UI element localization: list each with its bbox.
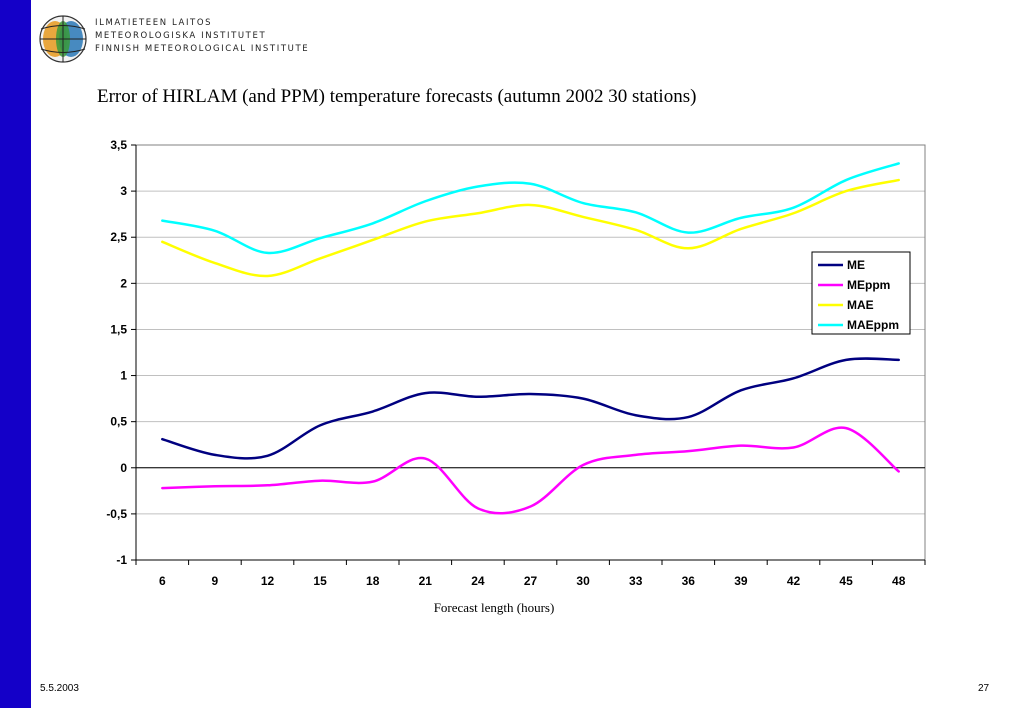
axes: 3,5 3 2,5 2 1,5 1 0,5 0 -0,5 -1 6 9 12 15 18 21 24 27 30 33… bbox=[106, 138, 926, 588]
x-tick-label: 30 bbox=[576, 574, 590, 588]
y-tick-label: 3 bbox=[120, 184, 127, 198]
x-tick-label: 48 bbox=[892, 574, 906, 588]
series-lines bbox=[161, 162, 900, 515]
fmi-logo-icon bbox=[39, 15, 87, 63]
legend-box bbox=[811, 251, 911, 335]
series-line-maeppm bbox=[161, 162, 900, 255]
x-tick-label: 12 bbox=[261, 574, 275, 588]
series-line-mae bbox=[161, 178, 900, 278]
y-tick-label: 3,5 bbox=[110, 138, 127, 152]
x-axis-title: Forecast length (hours) bbox=[434, 600, 555, 615]
x-tick-label: 18 bbox=[366, 574, 380, 588]
y-tick-label: 2 bbox=[120, 276, 127, 290]
legend: ME MEppm MAE MAEppm bbox=[811, 251, 911, 335]
legend-label: ME bbox=[847, 258, 865, 272]
logo-text-line-1: ILMATIETEEN LAITOS bbox=[95, 18, 213, 28]
x-tick-label: 9 bbox=[212, 574, 219, 588]
legend-label: MEppm bbox=[847, 278, 890, 292]
y-tick-label: 0,5 bbox=[110, 415, 127, 429]
y-tick-label: 1 bbox=[120, 369, 127, 383]
x-tick-label: 27 bbox=[524, 574, 538, 588]
x-tick-label: 21 bbox=[419, 574, 433, 588]
footer-date: 5.5.2003 bbox=[40, 683, 79, 694]
series-line-me bbox=[161, 357, 900, 460]
chart-title: Error of HIRLAM (and PPM) temperature fo… bbox=[97, 86, 697, 107]
legend-label: MAEppm bbox=[847, 318, 899, 332]
x-tick-label: 42 bbox=[787, 574, 801, 588]
x-tick-label: 39 bbox=[734, 574, 748, 588]
y-tick-label: -0,5 bbox=[106, 507, 127, 521]
logo-text-line-2: METEOROLOGISKA INSTITUTET bbox=[95, 31, 267, 41]
x-tick-label: 33 bbox=[629, 574, 643, 588]
left-accent-bar bbox=[0, 0, 31, 708]
x-tick-label: 15 bbox=[313, 574, 327, 588]
y-tick-label: 0 bbox=[120, 461, 127, 475]
x-tick-label: 36 bbox=[682, 574, 696, 588]
series-line-meppm bbox=[161, 426, 900, 515]
page-number: 27 bbox=[978, 683, 990, 694]
x-tick-label: 24 bbox=[471, 574, 485, 588]
grid-lines bbox=[136, 190, 925, 515]
logo-text-line-3: FINNISH METEOROLOGICAL INSTITUTE bbox=[95, 44, 310, 54]
y-tick-label: -1 bbox=[116, 553, 127, 567]
legend-label: MAE bbox=[847, 298, 874, 312]
x-tick-label: 6 bbox=[159, 574, 166, 588]
y-tick-label: 1,5 bbox=[110, 322, 127, 336]
y-tick-label: 2,5 bbox=[110, 230, 127, 244]
x-tick-label: 45 bbox=[839, 574, 853, 588]
